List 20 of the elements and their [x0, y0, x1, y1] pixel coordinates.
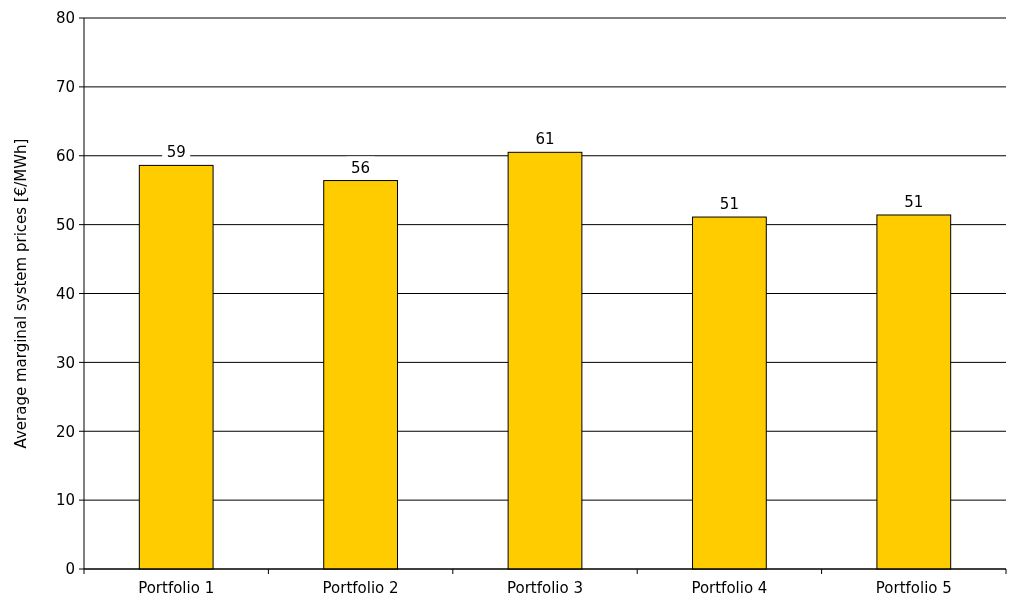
y-tick-label: 70 — [55, 78, 75, 97]
y-tick-label: 50 — [55, 215, 75, 234]
x-tick-label: Portfolio 2 — [322, 579, 399, 597]
y-tick-label: 10 — [55, 491, 75, 510]
y-axis-title: Average marginal system prices [€/MWh] — [12, 138, 30, 449]
data-label: 51 — [719, 195, 739, 214]
x-tick-label: Portfolio 3 — [506, 579, 584, 597]
y-tick-label: 20 — [55, 422, 75, 441]
data-label: 51 — [904, 192, 924, 211]
y-tick-label: 40 — [55, 284, 75, 303]
data-label: 59 — [166, 143, 186, 162]
data-label: 61 — [535, 130, 555, 149]
x-tick-label: Portfolio 1 — [138, 579, 215, 597]
y-tick-label: 0 — [65, 560, 75, 579]
y-tick-label: 80 — [55, 9, 75, 28]
x-tick-label: Portfolio 5 — [875, 579, 952, 597]
x-tick-label: Portfolio 4 — [691, 579, 768, 597]
y-tick-label: 30 — [55, 353, 75, 372]
y-tick-label: 60 — [55, 147, 75, 165]
data-label: 56 — [351, 158, 371, 177]
